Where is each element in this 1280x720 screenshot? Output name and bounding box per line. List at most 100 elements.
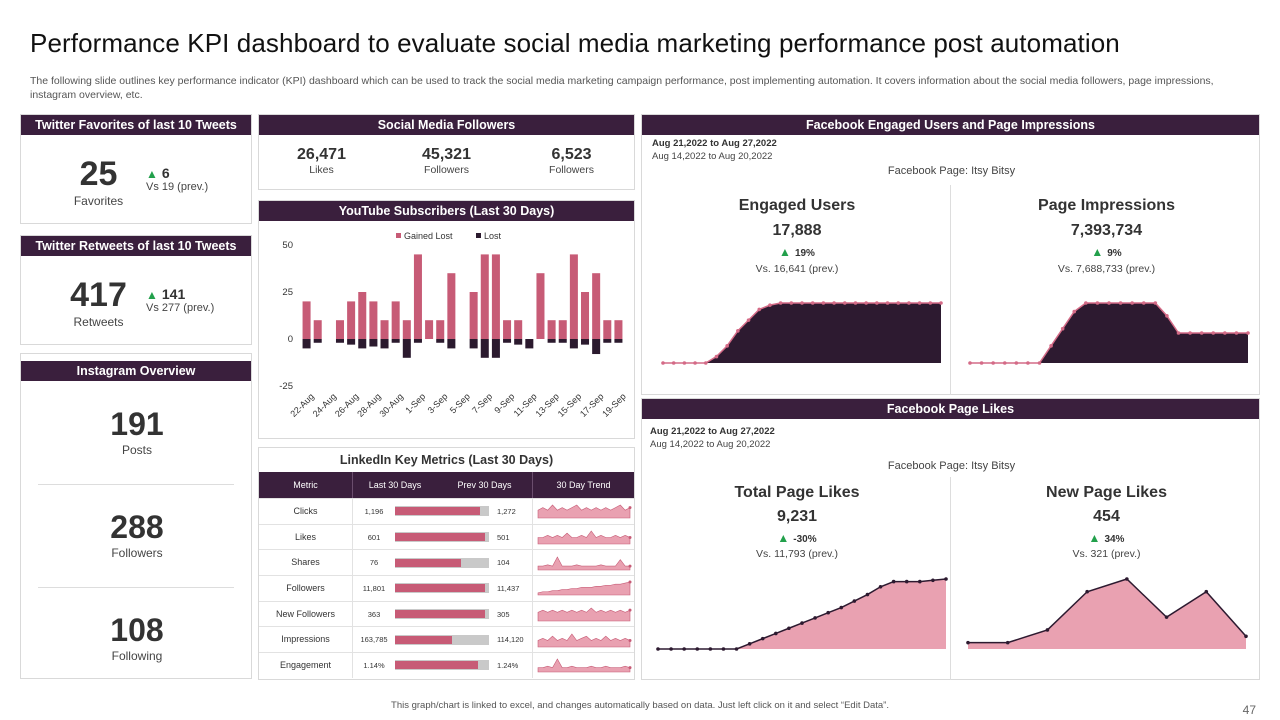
up-arrow-icon: ▲ [777,531,790,545]
bar [391,301,400,339]
fb-engaged-panel: Facebook Engaged Users and Page Impressi… [641,114,1260,395]
metric-bar [395,530,491,544]
data-point [1204,589,1209,594]
bar [547,320,556,339]
data-point [865,592,870,597]
data-point [760,636,765,641]
fb-likes-date-prev: Aug 14,2022 to Aug 20,2022 [650,439,771,450]
bar [358,339,367,349]
data-point [774,631,778,636]
sparkline-area [537,633,631,648]
bar [302,301,311,339]
data-point [682,361,687,365]
total-page-likes-label: Total Page Likes [734,484,860,501]
x-tick-label: 3-Sep [426,391,450,415]
bar [447,339,456,349]
sparkline-end-point [628,506,632,510]
data-point [736,329,740,333]
bar [413,339,422,343]
youtube-chart: Gained Lost Lost 50 25 0 -2522-Aug24-Aug26-Au… [279,231,628,419]
data-point [832,301,836,305]
metric-bar [395,504,491,518]
instagram-followers-value: 288 [110,509,164,545]
bar [335,339,344,343]
instagram-posts-value: 191 [110,406,164,442]
engaged-users-value: 17,888 [772,222,822,239]
bar [335,320,344,339]
data-point [757,307,762,312]
metric-last: 76 [369,558,379,568]
data-point [1130,301,1134,305]
linkedin-table-body: Clicks 1,196 1,272 Likes 601 501 Shares … [259,498,634,678]
data-point [918,579,922,584]
total-page-likes-chart [656,577,948,651]
bar [491,254,500,339]
data-point [800,621,804,625]
metric-prev: 11,437 [491,576,533,601]
twitter-retweets-unit: Retweets [73,315,124,329]
social-followers-value: 45,321 [422,146,471,163]
data-point [1211,331,1216,335]
linkedin-table-header: Metric Last 30 Days Prev 30 Days 30 Day … [259,472,634,498]
bar-fill [395,610,485,619]
data-point [1125,577,1129,581]
data-point [1049,344,1053,348]
x-tick-label: 13-Sep [533,391,561,419]
bar-fill [395,533,485,542]
table-row: New Followers 363 305 [259,600,634,627]
sparkline-end-point [628,564,632,568]
bar [603,339,612,343]
divider [38,484,234,485]
fb-engaged-date-prev: Aug 14,2022 to Aug 20,2022 [652,151,773,162]
data-point [1141,301,1146,305]
area-fill [970,303,1248,363]
page-impressions-delta: 9% [1107,248,1122,259]
bar [469,339,478,349]
data-point [928,301,933,305]
metric-name: Clicks [259,499,353,524]
bar [503,339,512,343]
metric-last: 601 [367,532,381,542]
page-number: 47 [1242,703,1256,717]
bar [558,320,567,339]
social-followers-unit: Followers [424,164,469,176]
x-tick-label: 22-Aug [288,391,316,419]
data-point [904,579,909,584]
twitter-retweets-delta: 141 [161,286,186,302]
linkedin-title: LinkedIn Key Metrics (Last 30 Days) [339,453,554,467]
bar [514,320,523,339]
table-row: Likes 601 501 [259,523,634,550]
data-point [1084,301,1088,305]
bar [480,339,489,358]
data-point [1223,331,1227,335]
data-point [1014,361,1019,365]
data-point [1002,361,1007,365]
area-line [968,578,1247,644]
data-point [747,642,752,646]
new-page-likes-prev: Vs. 321 (prev.) [1072,548,1141,560]
engaged-users-delta: 19% [794,248,815,259]
data-point [682,647,686,651]
area-fill [663,303,941,363]
bar [436,320,445,339]
up-arrow-icon: ▲ [1091,245,1104,259]
metric-name: New Followers [259,601,353,627]
instagram-overview-panel: Instagram Overview 191 Posts 288 Followe… [20,353,252,679]
data-point [1095,301,1100,305]
area-fill [968,579,1246,649]
x-tick-label: 30-Aug [377,391,405,419]
metric-prev: 1,272 [491,499,533,524]
social-followers-2-value: 6,523 [551,146,592,163]
fb-likes-panel: Facebook Page Likes Aug 21,2022 to Aug 2… [641,398,1260,680]
data-point [939,301,943,305]
metric-last: 163,785 [360,635,388,645]
data-point [885,301,890,305]
footer-note: This graph/chart is linked to excel, and… [391,700,889,711]
sparkline-end-point [628,666,632,670]
fb-engaged-title: Facebook Engaged Users and Page Impressi… [642,115,1259,135]
twitter-favorites-value: 25 [79,155,118,193]
bar-fill [395,635,452,644]
linkedin-panel: LinkedIn Key Metrics (Last 30 Days) Metr… [258,447,635,680]
data-point [896,301,901,305]
twitter-retweets-panel: Twitter Retweets of last 10 Tweets 417 R… [20,235,252,345]
